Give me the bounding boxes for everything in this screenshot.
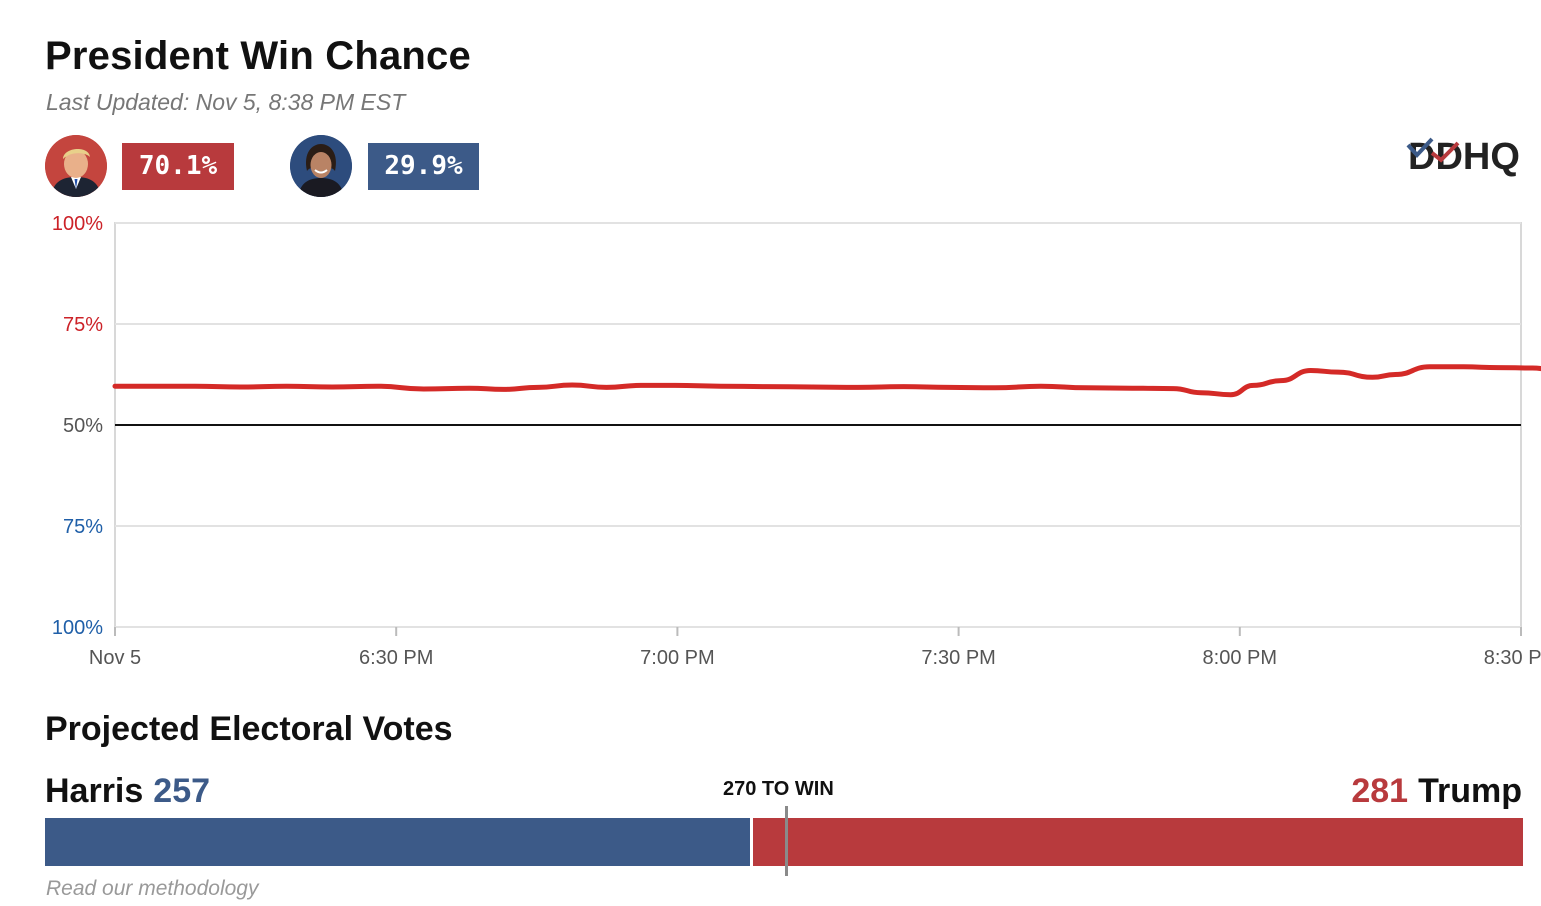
x-tick-label: 6:30 PM xyxy=(359,647,433,669)
y-tick-label: 75% xyxy=(63,314,103,336)
trump-electoral-votes: 281 xyxy=(1351,772,1409,810)
trump-win-chance-badge: 70.1% xyxy=(122,143,234,190)
electoral-votes-title: Projected Electoral Votes xyxy=(45,710,453,748)
trump-avatar xyxy=(45,135,107,197)
x-tick-label: Nov 5 xyxy=(89,647,141,669)
trump-electoral-label: 281 Trump xyxy=(1351,772,1522,811)
trump-portrait-icon xyxy=(45,135,107,197)
harris-avatar xyxy=(290,135,352,197)
to-win-label: 270 TO WIN xyxy=(723,778,834,800)
x-tick-label: 7:00 PM xyxy=(640,647,714,669)
electoral-votes-bar xyxy=(45,806,1523,876)
trump-electoral-bar[interactable] xyxy=(751,818,1523,866)
win-chance-chart: 100% 75% 50% 75% 100% Nov 5 6:30 PM 7:00 PM 7:3… xyxy=(52,213,1541,669)
x-axis-ticks: Nov 5 6:30 PM 7:00 PM 7:30 PM 8:00 PM 8:30 PM xyxy=(89,627,1541,669)
y-axis-labels: 100% 75% 50% 75% 100% xyxy=(52,213,103,639)
y-tick-label: 75% xyxy=(63,516,103,538)
harris-electoral-votes: 257 xyxy=(153,772,211,810)
x-tick-label: 7:30 PM xyxy=(921,647,995,669)
methodology-link[interactable]: Read our methodology xyxy=(46,877,259,900)
harris-electoral-bar[interactable] xyxy=(45,818,752,866)
y-tick-label: 100% xyxy=(52,617,103,639)
harris-name: Harris xyxy=(45,772,144,810)
harris-portrait-icon xyxy=(290,135,352,197)
trump-win-chance-line xyxy=(112,364,1541,398)
y-tick-label: 100% xyxy=(52,213,103,235)
y-tick-label: 50% xyxy=(63,415,103,437)
page-title: President Win Chance xyxy=(45,34,471,78)
electoral-bar-divider xyxy=(750,818,754,866)
ddhq-logo: DDHQ xyxy=(1406,136,1520,178)
x-tick-label: 8:00 PM xyxy=(1203,647,1277,669)
ddhq-logo-text: DDHQ xyxy=(1408,136,1520,178)
270-to-win-marker xyxy=(785,806,789,876)
harris-win-chance-badge: 29.9% xyxy=(368,143,479,190)
trump-name: Trump xyxy=(1418,772,1522,810)
last-updated-timestamp: Last Updated: Nov 5, 8:38 PM EST xyxy=(46,89,406,115)
harris-electoral-label: Harris 257 xyxy=(45,772,210,811)
x-tick-label: 8:30 PM xyxy=(1484,647,1541,669)
chart-gridlines xyxy=(114,222,1522,628)
